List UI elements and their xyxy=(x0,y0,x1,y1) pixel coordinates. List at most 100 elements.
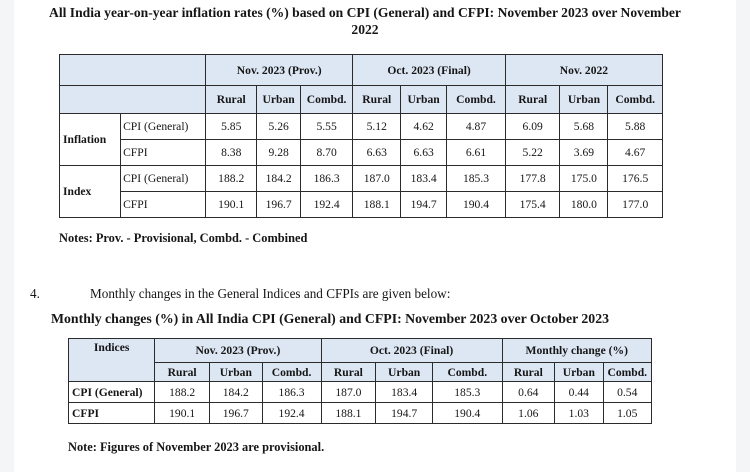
table-cell: 4.87 xyxy=(446,113,506,140)
table-cell: 188.1 xyxy=(352,191,402,218)
table1-sub-header: Combd. xyxy=(446,85,506,114)
table1-sub-header: Urban xyxy=(256,85,301,114)
table2-period-header: Monthly change (%) xyxy=(501,338,653,363)
paragraph-number: 4. xyxy=(30,286,40,301)
table-cell: 188.2 xyxy=(154,381,210,403)
table-row: CFPI 8.38 9.28 8.70 6.63 6.63 6.61 5.22 … xyxy=(60,139,663,166)
table-cell: 5.22 xyxy=(504,139,561,166)
table-row: CFPI 190.1 196.7 192.4 188.1 194.7 190.4… xyxy=(60,191,663,218)
table2-sub-header: Urban xyxy=(375,362,434,382)
table-cell: 185.3 xyxy=(446,165,506,192)
table-cell: 3.69 xyxy=(559,139,609,166)
table-cell: 190.1 xyxy=(154,402,210,424)
table-row: Index CPI (General) 188.2 184.2 186.3 18… xyxy=(58,165,663,218)
table-cell: 5.26 xyxy=(256,113,301,140)
table1-sub-header: Combd. xyxy=(607,85,663,114)
table-cell: 0.54 xyxy=(602,381,653,403)
table-cell: 187.0 xyxy=(352,165,402,192)
table1-sub-header: Rural xyxy=(205,85,258,114)
table-cell: 183.4 xyxy=(400,165,448,192)
table-cell: 6.61 xyxy=(446,139,506,166)
table-cell: 6.09 xyxy=(504,113,561,140)
table-cell: 5.85 xyxy=(205,113,258,140)
table-cell: 177.8 xyxy=(504,165,561,192)
table-cell: 192.4 xyxy=(299,191,354,218)
table-row: CPI (General) 188.2 184.2 186.3 187.0 18… xyxy=(67,381,653,403)
table2-sub-header: Combd. xyxy=(432,362,503,382)
table-cell: 8.38 xyxy=(205,139,258,166)
table-cell: 190.1 xyxy=(205,191,258,218)
table-cell: 1.03 xyxy=(554,402,604,424)
table-cell: 187.0 xyxy=(320,381,377,403)
table-cell: 184.2 xyxy=(209,381,263,403)
table2-sub-header: Combd. xyxy=(602,362,653,382)
table1-period-header: Nov. 2022 xyxy=(504,54,664,86)
table2-sub-header: Urban xyxy=(554,362,604,382)
table-cell: 1.06 xyxy=(501,402,556,424)
row-label: CPI (General) xyxy=(67,381,156,403)
table-cell: 175.4 xyxy=(504,191,561,218)
table2-sub-header: Urban xyxy=(209,362,263,382)
table1-period-header: Nov. 2023 (Prov.) xyxy=(205,54,354,86)
table-cell: 183.4 xyxy=(375,381,434,403)
table-cell: 5.55 xyxy=(299,113,354,140)
table-cell: 176.5 xyxy=(607,165,663,192)
table-cell: 186.3 xyxy=(299,165,354,192)
table-cell: 194.7 xyxy=(375,402,434,424)
row-group-label: Inflation xyxy=(58,113,122,166)
table1-notes: Notes: Prov. - Provisional, Combd. - Com… xyxy=(59,231,308,245)
table-cell: 190.4 xyxy=(446,191,506,218)
table2-title: Monthly changes (%) in All India CPI (Ge… xyxy=(51,311,609,326)
table2-period-header: Nov. 2023 (Prov.) xyxy=(154,338,322,363)
table1-sub-header: Urban xyxy=(400,85,448,114)
table1-sub-header: Urban xyxy=(559,85,609,114)
table1-sub-header: Combd. xyxy=(299,85,354,114)
paragraph-text: Monthly changes in the General Indices a… xyxy=(90,286,451,301)
table1-corner xyxy=(58,54,207,86)
table-row: CFPI 190.1 196.7 192.4 188.1 194.7 190.4… xyxy=(67,402,653,424)
row-group-label: Index xyxy=(58,165,122,218)
table-cell: 192.4 xyxy=(261,402,322,424)
table-cell: 188.2 xyxy=(205,165,258,192)
table2-sub-header: Combd. xyxy=(261,362,322,382)
table-cell: 1.05 xyxy=(602,402,653,424)
table-cell: 5.88 xyxy=(607,113,663,140)
table-cell: 4.67 xyxy=(607,139,663,166)
table2-sub-header: Rural xyxy=(501,362,556,382)
inflation-table: Nov. 2023 (Prov.) Oct. 2023 (Final) Nov.… xyxy=(58,54,664,218)
table1-title: All India year-on-year inflation rates (… xyxy=(49,5,681,37)
table-cell: 177.0 xyxy=(607,191,663,218)
table1-sub-header: Rural xyxy=(504,85,561,114)
table-cell: 185.3 xyxy=(432,381,503,403)
row-label: CFPI xyxy=(67,402,156,424)
table-cell: 196.7 xyxy=(256,191,301,218)
row-label: CFPI xyxy=(120,139,207,166)
table1-corner xyxy=(58,85,207,114)
table2-notes: Note: Figures of November 2023 are provi… xyxy=(68,440,325,454)
table-cell: 4.62 xyxy=(400,113,448,140)
table-cell: 5.68 xyxy=(559,113,609,140)
table-cell: 186.3 xyxy=(261,381,322,403)
table2-sub-header: Rural xyxy=(154,362,210,382)
monthly-change-table: Indices Nov. 2023 (Prov.) Oct. 2023 (Fin… xyxy=(67,338,653,424)
table2-period-header: Oct. 2023 (Final) xyxy=(320,338,503,363)
table-row: Inflation CPI (General) 5.85 5.26 5.55 5… xyxy=(58,113,663,166)
table-cell: 196.7 xyxy=(209,402,263,424)
table-cell: 8.70 xyxy=(299,139,354,166)
table2-sub-header: Rural xyxy=(320,362,377,382)
indices-header: Indices xyxy=(67,338,156,382)
table-cell: 5.12 xyxy=(352,113,402,140)
table-cell: 188.1 xyxy=(320,402,377,424)
table-cell: 6.63 xyxy=(352,139,402,166)
table1-period-header: Oct. 2023 (Final) xyxy=(352,54,506,86)
table-cell: 9.28 xyxy=(256,139,301,166)
table-cell: 6.63 xyxy=(400,139,448,166)
table-cell: 194.7 xyxy=(400,191,448,218)
paragraph: 4. Monthly changes in the General Indices… xyxy=(30,286,450,302)
table-cell: 0.64 xyxy=(501,381,556,403)
table-cell: 184.2 xyxy=(256,165,301,192)
row-label: CPI (General) xyxy=(120,165,207,192)
row-label: CFPI xyxy=(120,191,207,218)
table1-sub-header: Rural xyxy=(352,85,402,114)
